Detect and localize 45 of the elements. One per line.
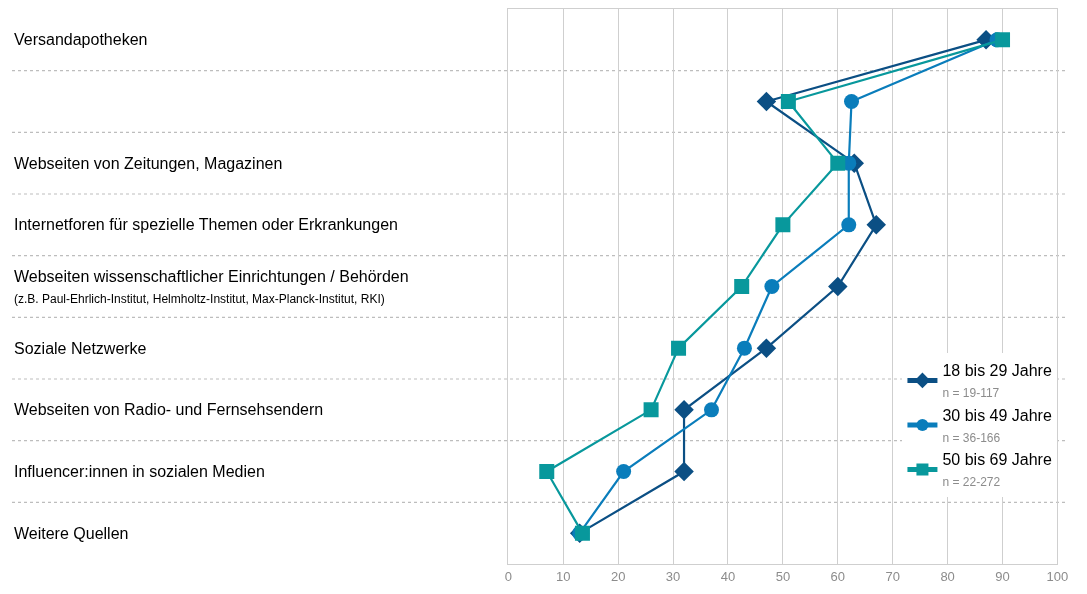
y-tick-label: Influencer:innen in sozialen Medien xyxy=(14,463,265,480)
y-tick-label: Versandapotheken xyxy=(14,31,148,48)
x-tick-label: 80 xyxy=(940,568,955,584)
point xyxy=(674,461,694,482)
point xyxy=(830,155,846,171)
y-tick-label: Webseiten von Radio- und Fernsehsendern xyxy=(14,401,324,418)
point xyxy=(671,340,687,356)
point xyxy=(775,217,791,233)
point xyxy=(616,464,632,479)
annotation: n = 19-117 xyxy=(942,386,1000,401)
x-tick-label: 10 xyxy=(556,568,571,584)
x-tick-label: 50 xyxy=(775,568,791,584)
legend-label: 30 bis 49 Jahre xyxy=(942,406,1052,424)
y-tick-label: Soziale Netzwerke xyxy=(14,340,147,357)
point xyxy=(995,32,1011,48)
x-tick-label: 30 xyxy=(665,568,681,584)
point xyxy=(866,215,886,235)
x-tick-label: 40 xyxy=(720,568,736,584)
point xyxy=(764,279,780,294)
x-tick-label: 90 xyxy=(995,568,1010,584)
legend-label: 18 bis 29 Jahre xyxy=(942,362,1052,380)
point xyxy=(704,402,719,418)
point xyxy=(643,402,659,418)
point xyxy=(844,94,860,109)
point xyxy=(841,217,857,233)
y-tick-label: Weitere Quellen xyxy=(14,525,129,542)
y-tick-label: Webseiten wissenschaftlicher Einrichtungen / Behörden (z.B. Paul-Ehrlich-Institut, Helmholtz-Institut, Max-Planck-Institut, RKI) xyxy=(14,268,409,306)
point xyxy=(736,340,752,356)
point xyxy=(674,400,694,420)
x-tick-label: 100 xyxy=(1046,568,1069,584)
y-tick-label: Webseiten von Zeitungen, Magazinen xyxy=(14,155,283,172)
annotation: n = 22-272 xyxy=(942,475,1001,490)
point xyxy=(780,94,796,109)
y-tick-label: Internetforen für spezielle Themen oder Erkrankungen xyxy=(14,216,398,233)
point xyxy=(756,91,777,112)
point xyxy=(539,464,555,479)
x-tick-label: 0 xyxy=(504,568,512,584)
point xyxy=(756,338,777,358)
legend-label: 50 bis 69 Jahre xyxy=(942,451,1052,469)
point xyxy=(734,279,750,294)
x-tick-label: 60 xyxy=(830,568,846,584)
annotation: n = 36-166 xyxy=(942,430,1001,445)
point xyxy=(828,276,848,297)
x-tick-label: 20 xyxy=(610,568,626,584)
x-tick-label: 70 xyxy=(885,568,900,584)
